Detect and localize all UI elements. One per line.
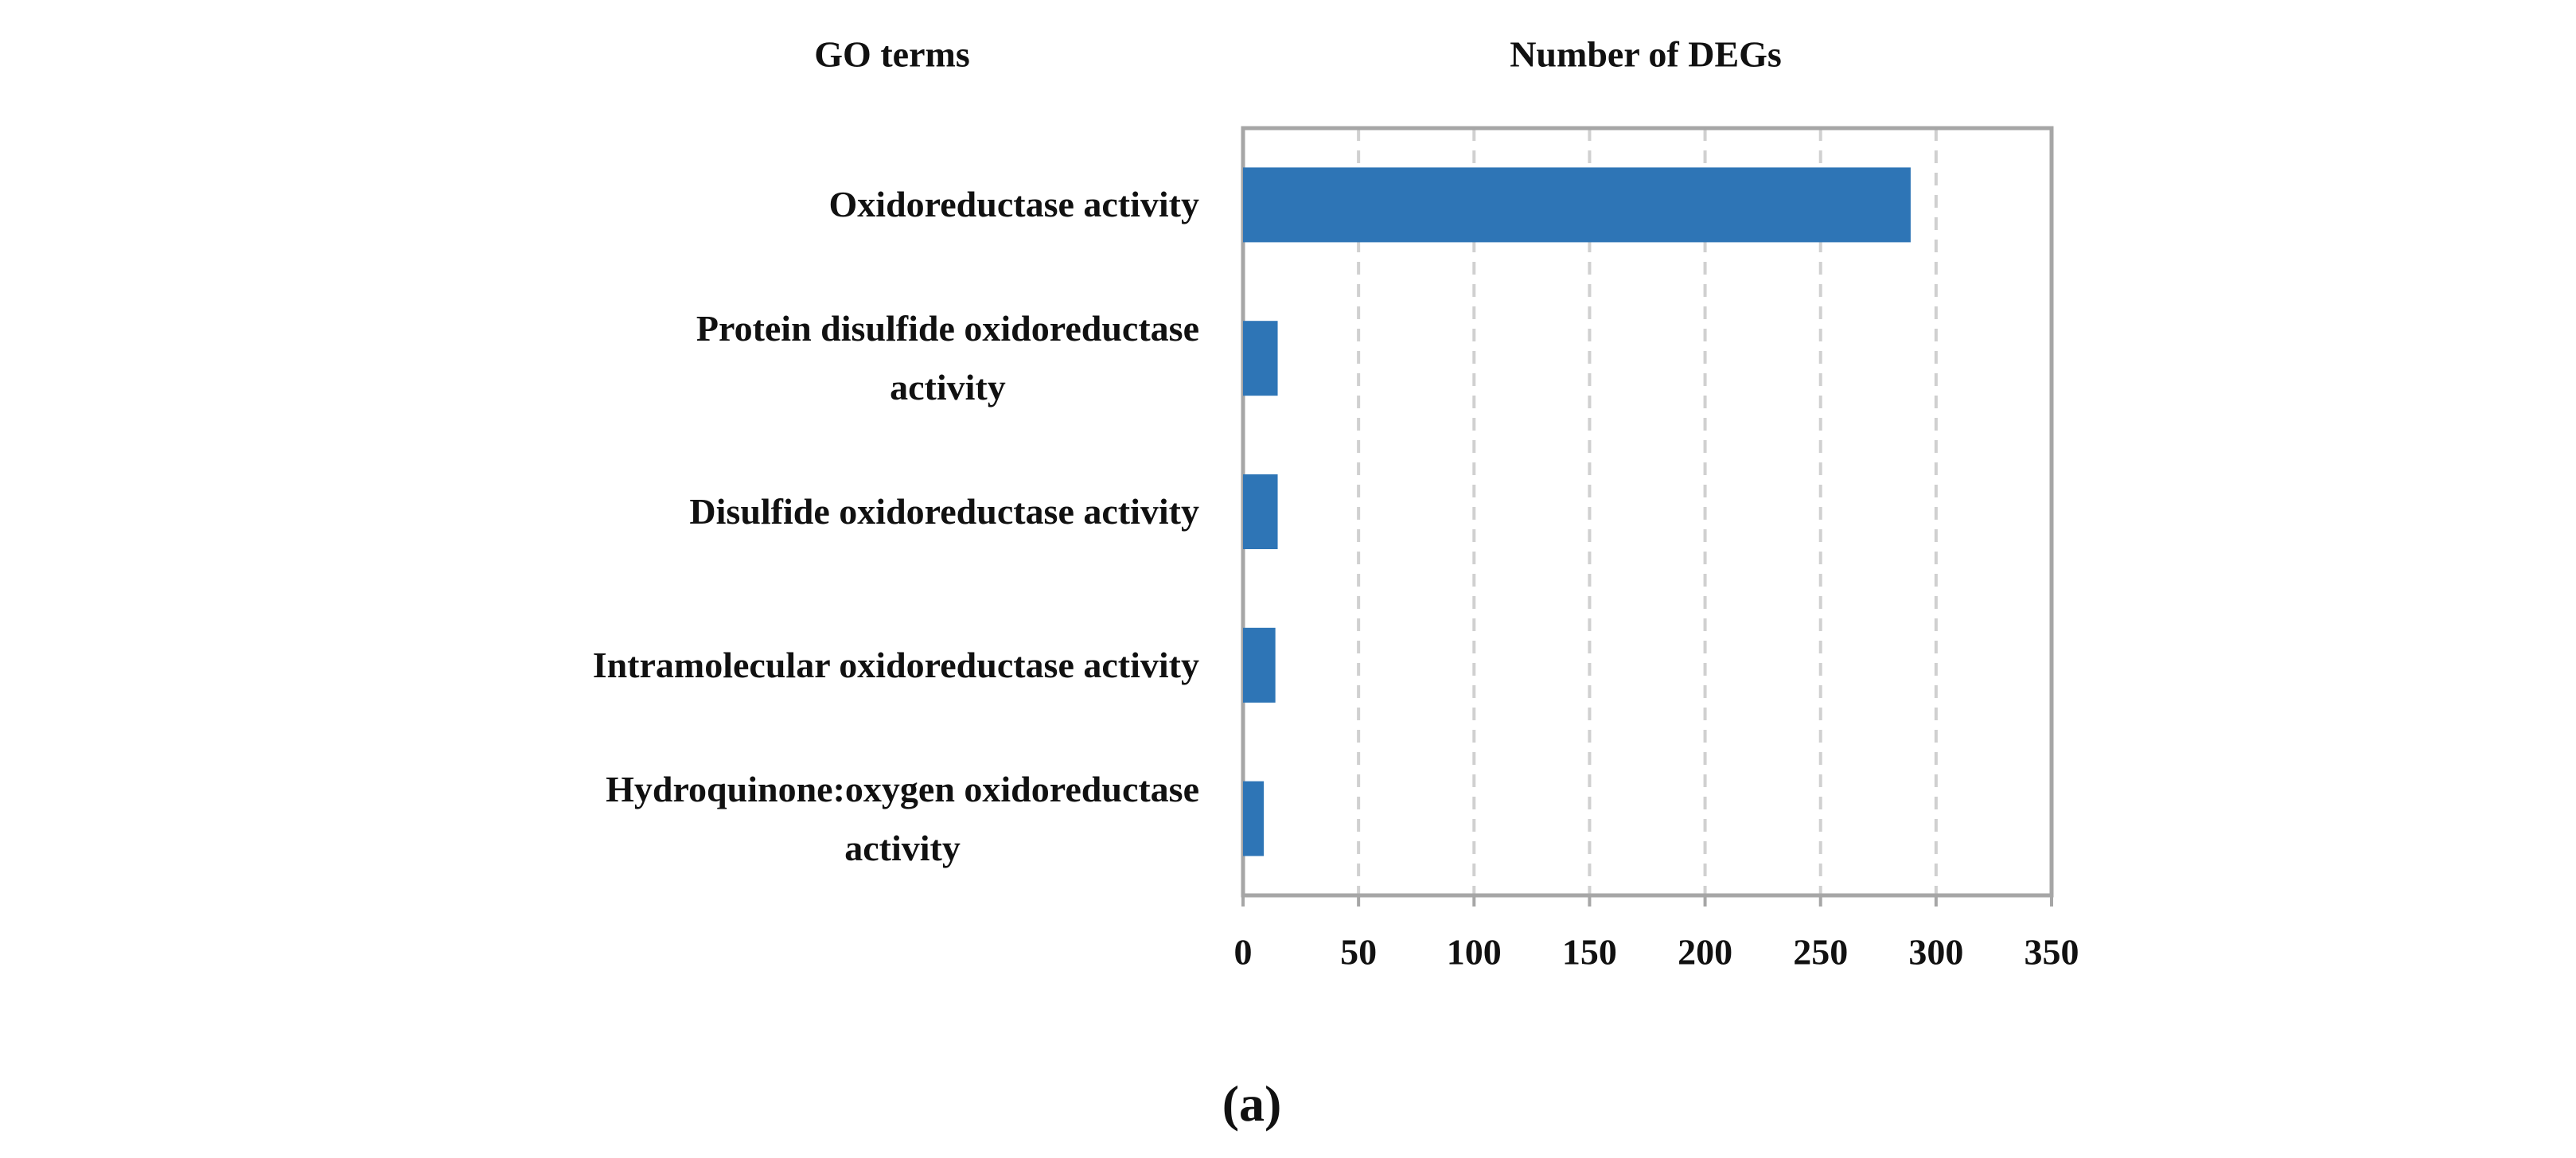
category-label: Oxidoreductase activity: [828, 184, 1199, 225]
category-label: Hydroquinone:oxygen oxidoreductase activ…: [606, 768, 1199, 868]
category-label: Intramolecular oxidoreductase activity: [592, 644, 1199, 685]
x-tick-label: 300: [1908, 932, 1963, 973]
category-label: Protein disulfide oxidoreductase activit…: [696, 308, 1199, 408]
category-label: Disulfide oxidoreductase activity: [689, 491, 1199, 532]
category-header: GO terms: [814, 33, 970, 75]
x-tick-label: 350: [2025, 932, 2079, 973]
x-tick-label: 50: [1340, 932, 1377, 973]
x-tick-label: 100: [1447, 932, 1502, 973]
x-tick-label: 250: [1793, 932, 1848, 973]
plot-frame: [1241, 126, 2054, 898]
bar: [1243, 167, 1911, 243]
bar: [1243, 474, 1278, 549]
bar: [1243, 627, 1276, 703]
panel-caption: (a): [1222, 1075, 1282, 1132]
bar: [1243, 781, 1265, 856]
axis-title: Number of DEGs: [1510, 33, 1782, 75]
bar: [1243, 321, 1278, 396]
x-tick-label: 200: [1678, 932, 1732, 973]
x-tick-label: 0: [1234, 932, 1253, 973]
x-tick-label: 150: [1562, 932, 1617, 973]
